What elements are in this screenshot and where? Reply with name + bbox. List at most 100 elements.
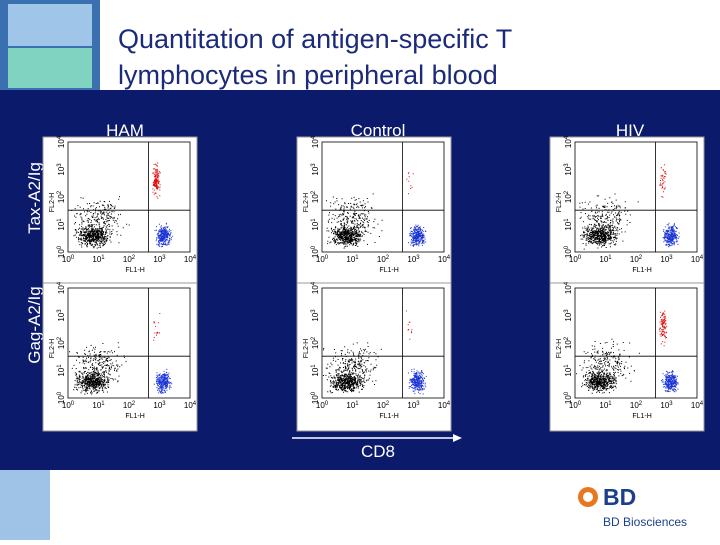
tick-base: 10 bbox=[311, 395, 320, 404]
y-tick-label: 104 bbox=[564, 135, 573, 148]
y-tick-label: 103 bbox=[311, 163, 320, 176]
x-tick-label: 101 bbox=[92, 255, 105, 264]
tick-base: 10 bbox=[564, 395, 573, 404]
plot-panel bbox=[42, 282, 198, 432]
tick-base: 10 bbox=[311, 221, 320, 230]
x-tick-label: 101 bbox=[599, 255, 612, 264]
dots-negative bbox=[326, 222, 367, 249]
tick-base: 10 bbox=[569, 255, 578, 264]
x-tick-label: 100 bbox=[62, 401, 75, 410]
y-axis-label: FL2-H bbox=[303, 339, 310, 358]
x-tick-label: 102 bbox=[377, 255, 390, 264]
y-tick-label: 101 bbox=[57, 218, 66, 231]
dots-tetramer bbox=[152, 162, 161, 199]
tick-base: 10 bbox=[57, 285, 66, 294]
tick-exp: 4 bbox=[311, 281, 317, 285]
tick-base: 10 bbox=[691, 255, 700, 264]
tick-base: 10 bbox=[184, 401, 193, 410]
x-tick-label: 103 bbox=[407, 401, 420, 410]
x-axis-label: FL1-H bbox=[632, 413, 651, 420]
y-axis-label: FL2-H bbox=[556, 339, 563, 358]
tick-base: 10 bbox=[407, 401, 416, 410]
x-tick-label: 103 bbox=[660, 255, 673, 264]
dots-tetramer bbox=[153, 313, 161, 341]
y-tick-label: 102 bbox=[564, 190, 573, 203]
column-label: HIV bbox=[616, 121, 645, 140]
tick-base: 10 bbox=[153, 401, 162, 410]
tick-exp: 2 bbox=[564, 336, 570, 340]
tick-exp: 2 bbox=[57, 336, 63, 340]
plot-panel bbox=[549, 282, 705, 432]
tick-exp: 2 bbox=[311, 336, 317, 340]
x-tick-label: 103 bbox=[660, 401, 673, 410]
title-line: lymphocytes in peripheral blood bbox=[118, 60, 498, 90]
plot-panel bbox=[296, 282, 452, 432]
tick-exp: 3 bbox=[57, 309, 63, 313]
x-axis-label: FL1-H bbox=[632, 267, 651, 274]
tick-base: 10 bbox=[153, 255, 162, 264]
tick-base: 10 bbox=[57, 194, 66, 203]
tick-base: 10 bbox=[691, 401, 700, 410]
tick-base: 10 bbox=[92, 401, 101, 410]
x-tick-label: 103 bbox=[407, 255, 420, 264]
tick-exp: 1 bbox=[311, 218, 317, 222]
x-tick-label: 102 bbox=[630, 401, 643, 410]
tick-exp: 4 bbox=[193, 401, 197, 407]
dots-cd8 bbox=[661, 370, 679, 393]
tick-exp: 4 bbox=[564, 135, 570, 139]
tick-base: 10 bbox=[438, 401, 447, 410]
tick-base: 10 bbox=[564, 312, 573, 321]
tick-base: 10 bbox=[57, 367, 66, 376]
x-tick-label: 100 bbox=[569, 255, 582, 264]
tick-base: 10 bbox=[311, 166, 320, 175]
plots: 100100101101102102103103104104FL1-HFL2-H… bbox=[42, 135, 705, 432]
y-tick-label: 104 bbox=[311, 135, 320, 148]
y-tick-label: 100 bbox=[57, 245, 66, 258]
dots-tetramer bbox=[659, 310, 668, 347]
tick-base: 10 bbox=[123, 255, 132, 264]
logo-name: BD Biosciences bbox=[603, 515, 687, 529]
y-tick-label: 102 bbox=[57, 190, 66, 203]
tick-base: 10 bbox=[660, 401, 669, 410]
y-tick-label: 104 bbox=[57, 281, 66, 294]
tick-exp: 4 bbox=[193, 255, 197, 261]
dots-negative bbox=[581, 368, 617, 394]
tick-exp: 0 bbox=[57, 391, 63, 395]
y-tick-label: 100 bbox=[311, 391, 320, 404]
tick-exp: 2 bbox=[564, 190, 570, 194]
y-tick-label: 102 bbox=[57, 336, 66, 349]
tick-exp: 1 bbox=[101, 401, 105, 407]
tick-base: 10 bbox=[311, 194, 320, 203]
plot-frame bbox=[574, 287, 698, 399]
tick-exp: 3 bbox=[162, 255, 166, 261]
tick-exp: 4 bbox=[700, 401, 704, 407]
y-tick-label: 103 bbox=[57, 163, 66, 176]
y-tick-label: 100 bbox=[564, 245, 573, 258]
tick-base: 10 bbox=[564, 139, 573, 148]
plot-panel bbox=[296, 136, 452, 286]
tick-exp: 1 bbox=[608, 401, 612, 407]
dots-negative bbox=[73, 369, 114, 395]
y-tick-label: 100 bbox=[311, 245, 320, 258]
tick-base: 10 bbox=[346, 401, 355, 410]
corner-image-bottom bbox=[8, 48, 92, 88]
tick-exp: 3 bbox=[564, 309, 570, 313]
x-axis-label: FL1-H bbox=[379, 413, 398, 420]
x-tick-label: 101 bbox=[346, 255, 359, 264]
y-tick-label: 101 bbox=[564, 218, 573, 231]
tick-exp: 1 bbox=[57, 364, 63, 368]
y-tick-label: 104 bbox=[311, 281, 320, 294]
tick-base: 10 bbox=[316, 401, 325, 410]
x-tick-label: 103 bbox=[153, 255, 166, 264]
tick-exp: 3 bbox=[416, 401, 420, 407]
tick-base: 10 bbox=[57, 166, 66, 175]
plot-panel bbox=[549, 136, 705, 286]
tick-exp: 2 bbox=[639, 255, 643, 261]
x-tick-label: 100 bbox=[62, 255, 75, 264]
dots-scatter bbox=[579, 193, 639, 242]
dots-cd8 bbox=[153, 368, 173, 394]
y-tick-label: 101 bbox=[57, 364, 66, 377]
x-tick-label: 100 bbox=[316, 401, 329, 410]
tick-exp: 3 bbox=[57, 163, 63, 167]
